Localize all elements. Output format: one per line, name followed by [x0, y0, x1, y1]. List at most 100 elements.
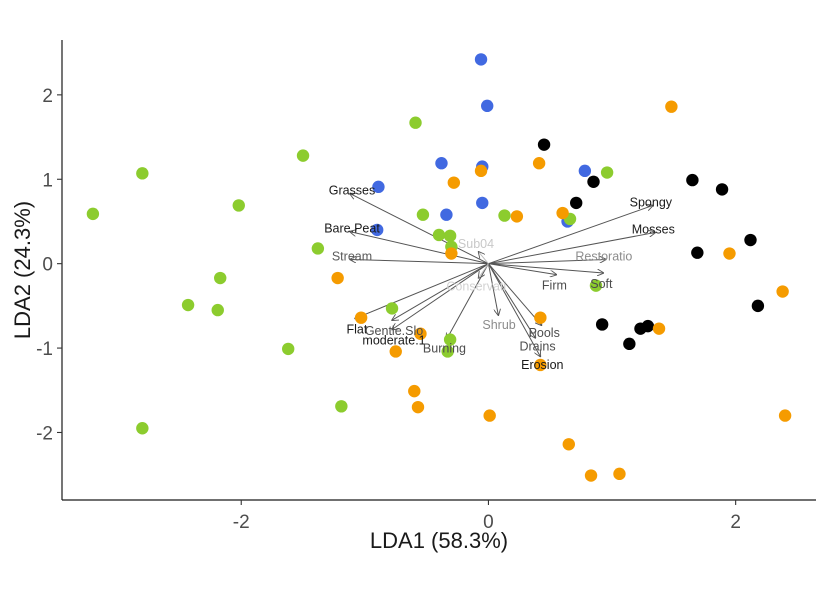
loading-vector — [488, 263, 535, 338]
data-point — [589, 279, 603, 292]
loading-vector — [350, 259, 489, 265]
data-point — [534, 358, 547, 372]
points-layer — [86, 53, 792, 482]
loading-vector — [488, 263, 541, 326]
loading-vector — [350, 232, 489, 265]
data-point — [751, 299, 765, 313]
loading-vector — [488, 259, 605, 265]
vector-label: Burning — [423, 341, 466, 355]
data-point — [232, 199, 245, 212]
data-point — [296, 149, 310, 162]
vector-label: Bare.Peat — [324, 222, 380, 236]
vector-label: Mosses — [632, 222, 675, 236]
vector-label: Gentle.Slo — [365, 324, 423, 338]
x-tick-label: 2 — [730, 512, 741, 533]
y-tick-label: 1 — [42, 170, 53, 191]
x-tick-label: -2 — [233, 512, 250, 533]
data-point — [440, 208, 453, 221]
vector-label-layer: Spongy Mosses Grasses Bare.Peat Stream Restor… — [324, 184, 675, 373]
data-point — [483, 409, 496, 422]
data-point — [443, 333, 457, 346]
vector-label: Flat — [347, 323, 368, 337]
axes-layer: -2 0 2 -2 -1 0 1 2 — [36, 40, 816, 533]
data-point — [385, 302, 399, 315]
loading-vector — [488, 205, 652, 265]
loading-vector — [488, 263, 603, 273]
vector-label: Drains — [519, 339, 555, 353]
data-point — [665, 100, 678, 113]
loading-vector — [488, 232, 655, 265]
vector-label: Soft — [590, 277, 613, 291]
data-point — [432, 228, 446, 242]
x-tick-label: 0 — [483, 512, 494, 533]
data-point — [562, 438, 575, 451]
data-point — [715, 183, 729, 196]
data-point — [408, 384, 421, 398]
vector-label: Grasses — [329, 184, 376, 198]
data-point — [744, 233, 757, 247]
loading-vector — [392, 263, 489, 321]
vector-layer — [350, 194, 655, 357]
data-point — [409, 116, 422, 129]
data-point — [372, 180, 385, 194]
data-point — [331, 271, 344, 285]
data-point — [414, 327, 427, 340]
data-point — [532, 157, 546, 170]
data-point — [623, 337, 636, 351]
loading-vector — [392, 263, 489, 330]
loading-vector — [488, 263, 556, 275]
data-point — [578, 164, 592, 178]
data-point — [443, 229, 457, 243]
data-point — [600, 166, 614, 179]
data-point — [370, 223, 384, 237]
data-point — [447, 176, 461, 189]
loading-vector — [488, 263, 540, 357]
y-axis-title: LDA2 (24.3%) — [10, 201, 35, 339]
y-tick-label: -1 — [36, 339, 53, 360]
data-point — [481, 99, 494, 113]
data-point — [282, 342, 295, 356]
data-point — [445, 247, 458, 260]
data-point — [534, 311, 547, 324]
loading-vector — [355, 263, 489, 319]
data-point — [686, 173, 699, 187]
data-point — [86, 207, 100, 221]
data-point — [136, 422, 149, 435]
y-tick-label: 0 — [42, 255, 53, 276]
data-point — [584, 469, 598, 482]
data-point — [354, 311, 368, 324]
y-tick-label: 2 — [42, 86, 53, 107]
loading-vector — [479, 252, 489, 264]
data-point — [778, 409, 792, 422]
vector-label: Sub04 — [458, 237, 494, 251]
vector-label: Conservati — [446, 279, 506, 293]
data-point — [510, 210, 524, 223]
data-point — [411, 400, 425, 414]
data-point — [416, 208, 430, 221]
data-point — [691, 246, 704, 259]
loading-vector — [350, 194, 489, 265]
data-point — [776, 285, 789, 298]
data-point — [335, 400, 348, 413]
vector-label: Stream — [332, 249, 372, 263]
data-point — [311, 242, 325, 255]
loading-vector — [487, 263, 498, 315]
data-point — [441, 345, 454, 358]
data-point — [537, 138, 551, 151]
data-point — [474, 53, 488, 66]
data-point — [652, 322, 666, 335]
data-point — [723, 247, 736, 260]
vector-label: Restoratio — [575, 249, 632, 263]
vector-label: moderate.1 — [362, 334, 425, 348]
data-point — [613, 467, 626, 481]
vector-label: Erosion — [521, 358, 563, 372]
loading-vector — [479, 263, 489, 278]
data-point — [587, 175, 600, 188]
vector-label: Pools — [529, 326, 560, 340]
data-point — [435, 157, 448, 170]
x-axis-title: LDA1 (58.3%) — [370, 528, 508, 553]
data-point — [211, 303, 224, 317]
vector-label: Shrub — [482, 318, 515, 332]
data-point — [498, 209, 511, 222]
